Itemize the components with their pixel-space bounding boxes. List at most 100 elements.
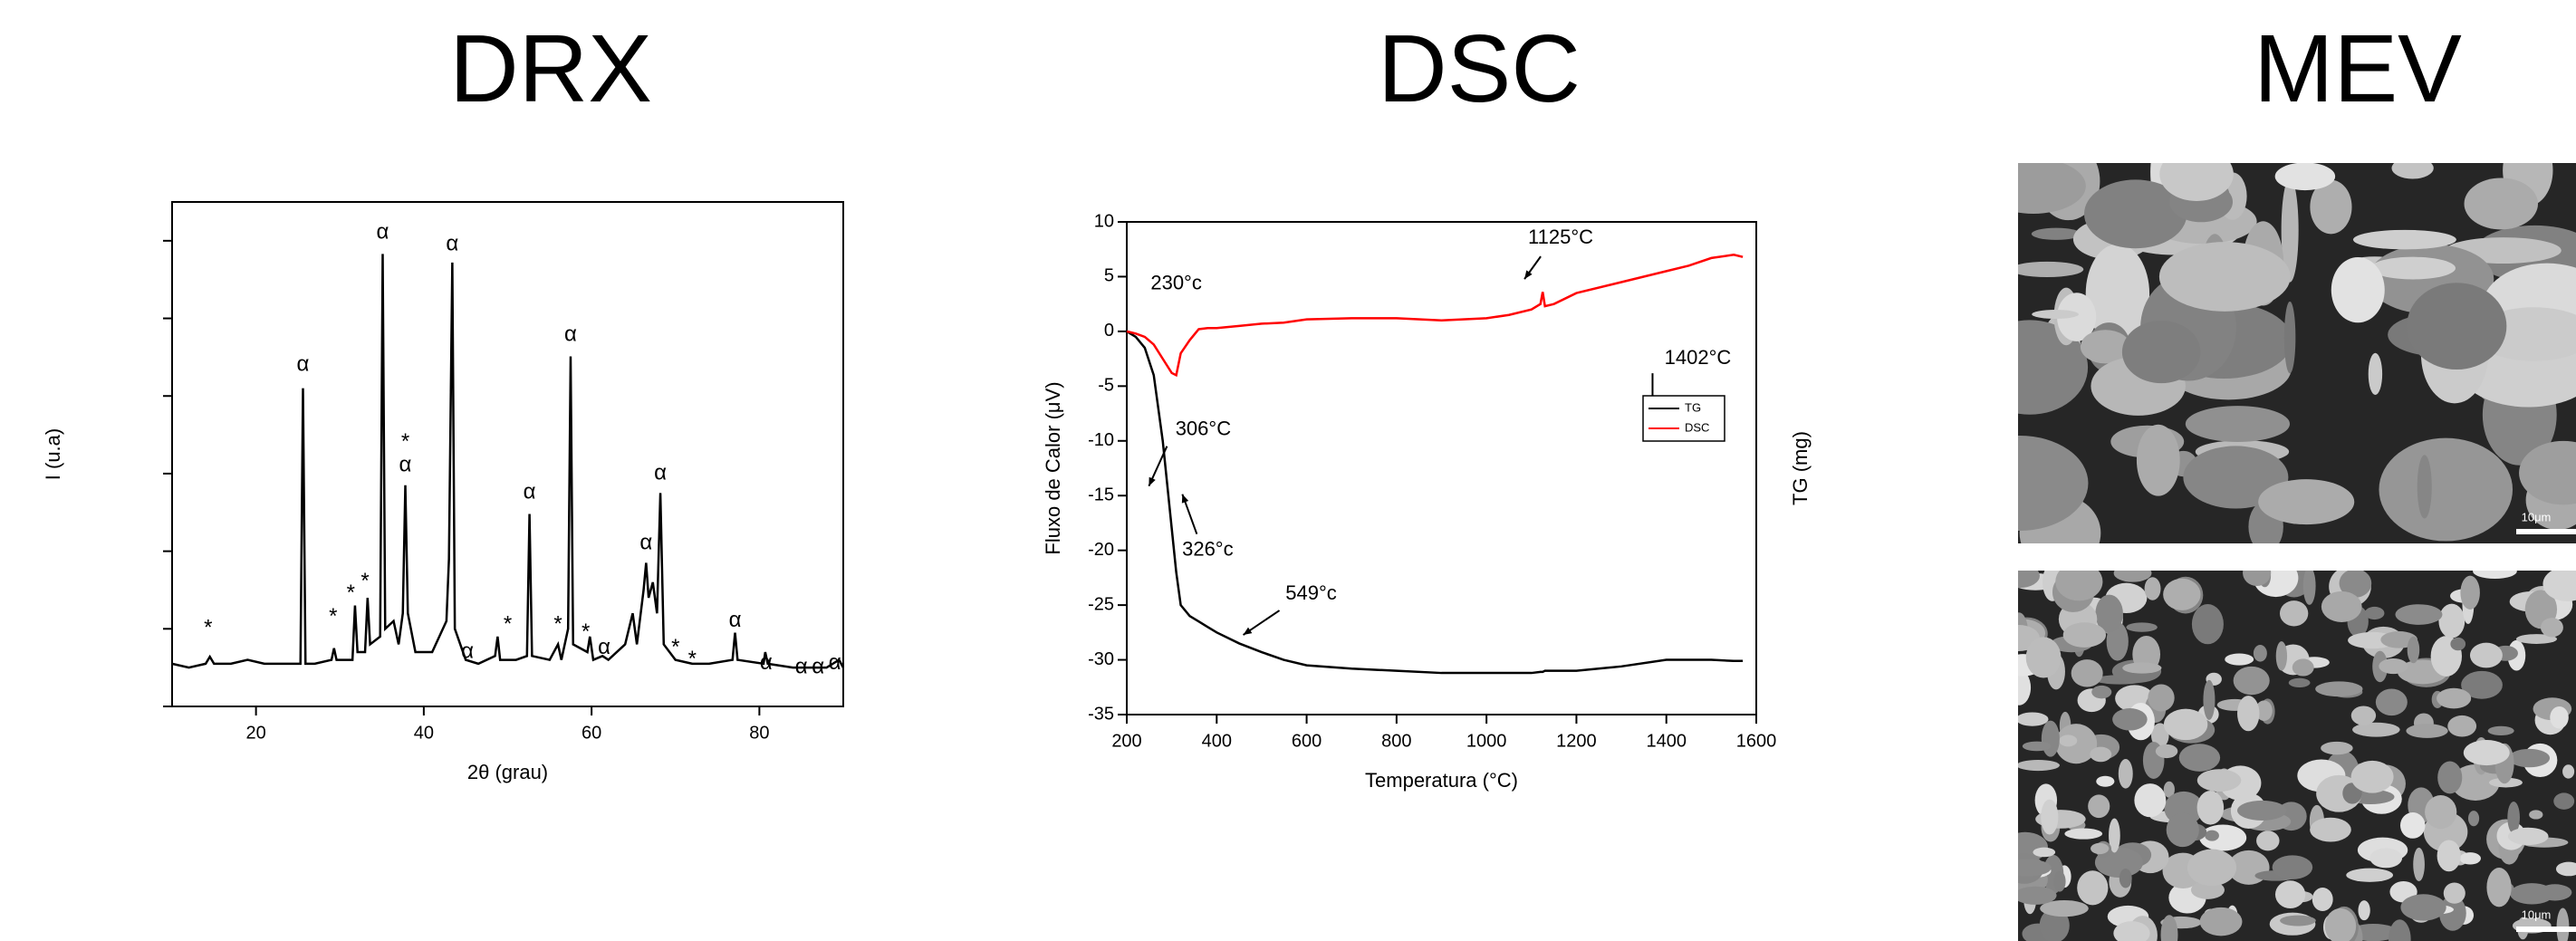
particle xyxy=(2370,256,2456,280)
particle xyxy=(2059,735,2078,747)
particle xyxy=(2196,791,2225,825)
particle xyxy=(2109,818,2120,853)
particle xyxy=(2310,179,2352,235)
annotation: α xyxy=(654,460,667,485)
x-tick-label: 20 xyxy=(246,723,266,743)
legend-box xyxy=(1642,395,1725,442)
particle xyxy=(2447,715,2477,737)
particle xyxy=(2425,795,2457,830)
x-axis-label: 2θ (grau) xyxy=(467,761,548,783)
particle xyxy=(2400,894,2446,921)
y-tick-label: -35 xyxy=(1088,704,1114,724)
particle xyxy=(2272,855,2313,879)
particle xyxy=(2555,861,2576,877)
x-tick-label: 1600 xyxy=(1736,731,1777,751)
particle xyxy=(2406,724,2448,738)
particle xyxy=(2031,227,2081,240)
annotation: * xyxy=(671,635,679,659)
annotation: α xyxy=(297,351,310,376)
annotation: * xyxy=(360,569,369,593)
particle xyxy=(2487,725,2514,736)
particle xyxy=(2041,799,2059,835)
y-tick-label: -5 xyxy=(1098,376,1114,396)
particle xyxy=(2437,687,2472,709)
particle xyxy=(2413,847,2425,882)
particle xyxy=(2324,907,2357,941)
particle xyxy=(2352,229,2456,250)
particle xyxy=(2469,642,2503,668)
particle xyxy=(2350,706,2377,725)
particle xyxy=(2467,811,2480,827)
particle xyxy=(2379,437,2514,542)
particle xyxy=(2507,827,2549,846)
annotation: α xyxy=(760,650,773,675)
particle xyxy=(2395,604,2443,625)
annotation: * xyxy=(553,611,562,636)
particle xyxy=(2438,603,2465,639)
particle xyxy=(2439,895,2466,931)
particle xyxy=(2283,301,2296,374)
annotation: α xyxy=(446,231,458,255)
particle xyxy=(2256,831,2280,851)
particle xyxy=(2112,708,2148,731)
particle xyxy=(2321,591,2362,622)
particle xyxy=(2062,622,2107,648)
particle xyxy=(2113,571,2152,582)
particle xyxy=(2163,781,2175,798)
particle xyxy=(2542,571,2576,601)
particle xyxy=(2556,907,2570,941)
sem-image: 10μm xyxy=(2018,571,2576,941)
annotation: α xyxy=(812,654,824,678)
particle xyxy=(2463,740,2510,766)
y-axis-label: Fluxo de Calor (μV) xyxy=(1042,381,1064,554)
particle xyxy=(2187,849,2237,887)
heading: MEV xyxy=(2254,15,2462,122)
annotation: 306°C xyxy=(1176,418,1232,440)
annotation: 326°c xyxy=(1182,537,1234,560)
particle xyxy=(2163,578,2201,610)
data-line xyxy=(171,254,845,669)
particle xyxy=(2233,666,2270,696)
annotation: α xyxy=(564,322,577,347)
scale-label: 10μm xyxy=(2522,510,2552,523)
particle xyxy=(2185,406,2291,443)
particle xyxy=(2088,794,2110,819)
particle xyxy=(2379,658,2408,675)
particle xyxy=(2507,802,2520,834)
particle xyxy=(2119,869,2132,888)
particle xyxy=(2281,178,2299,283)
particle xyxy=(2437,761,2463,794)
particle xyxy=(2331,256,2385,323)
annotation: 230°c xyxy=(1150,272,1202,294)
annotation: * xyxy=(504,611,512,636)
plot-frame xyxy=(171,201,844,707)
particle xyxy=(2519,440,2576,505)
particle xyxy=(2018,760,2060,772)
x-tick-label: 1200 xyxy=(1556,731,1597,751)
annotation: 549°c xyxy=(1285,581,1337,604)
y-tick-label: -15 xyxy=(1088,485,1114,505)
particle xyxy=(2166,812,2199,848)
particle xyxy=(2018,886,2057,905)
particle xyxy=(2352,722,2400,737)
particle xyxy=(2339,571,2372,598)
particle xyxy=(2450,637,2466,651)
particle xyxy=(2443,882,2465,904)
particle xyxy=(2155,744,2178,759)
scale-bar xyxy=(2516,927,2576,932)
particle xyxy=(2350,760,2394,793)
particle xyxy=(2529,810,2543,820)
particle xyxy=(2033,847,2056,858)
annotation: α xyxy=(524,480,536,504)
particle xyxy=(2417,455,2432,519)
y-tick-label: 0 xyxy=(1104,321,1114,341)
particle xyxy=(2196,769,2242,792)
particle xyxy=(2312,887,2333,912)
annotation: α xyxy=(377,220,389,245)
particle xyxy=(2077,870,2109,906)
particle xyxy=(2321,741,2353,755)
arrow-head xyxy=(1181,494,1189,504)
particle xyxy=(2389,919,2411,941)
particle xyxy=(2310,817,2351,842)
